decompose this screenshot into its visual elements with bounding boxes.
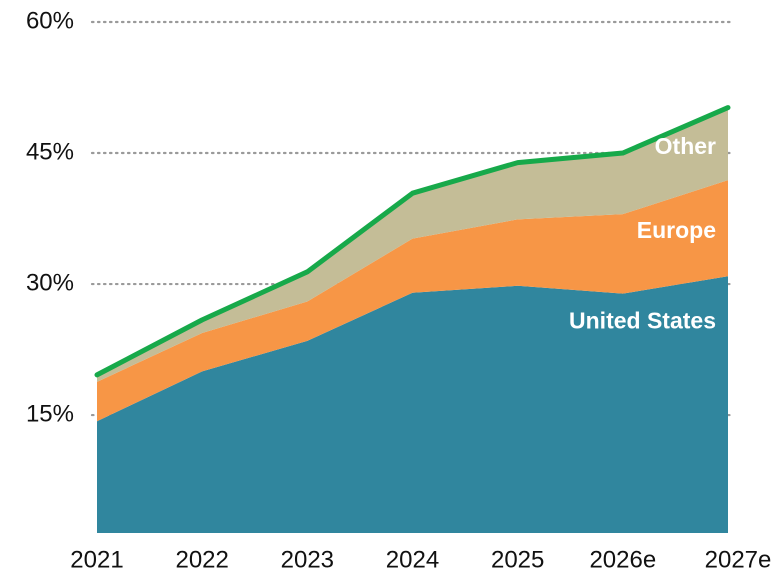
x-tick-label: 2022 bbox=[175, 546, 228, 573]
x-tick-label: 2023 bbox=[281, 546, 334, 573]
total-line bbox=[94, 105, 731, 378]
y-tick-label: 15% bbox=[26, 400, 74, 427]
x-tick-label: 2027e bbox=[705, 546, 772, 573]
y-tick-label: 60% bbox=[26, 7, 74, 34]
area bbox=[97, 276, 728, 533]
area bbox=[97, 180, 728, 422]
series-label: Other bbox=[655, 133, 716, 159]
area bbox=[97, 107, 728, 382]
series-label: United States bbox=[569, 307, 716, 333]
x-tick-label: 2025 bbox=[491, 546, 544, 573]
series-label: Europe bbox=[637, 217, 716, 243]
y-tick-label: 30% bbox=[26, 269, 74, 296]
x-tick-label: 2026e bbox=[589, 546, 656, 573]
x-tick-label: 2021 bbox=[70, 546, 123, 573]
x-tick-label: 2024 bbox=[386, 546, 439, 573]
y-tick-label: 45% bbox=[26, 138, 74, 165]
